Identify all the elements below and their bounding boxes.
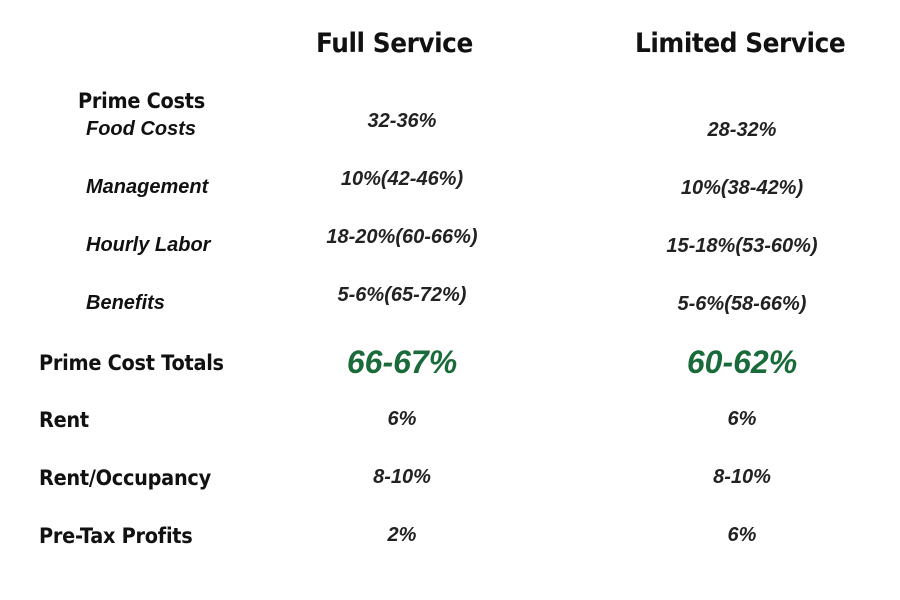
row-label-food-costs: Food Costs	[86, 118, 196, 140]
limited-service-hourly-labor: 15-18%(53-60%)	[666, 235, 818, 257]
full-service-pre-tax-profits: 2%	[387, 524, 417, 546]
row-label-hourly-labor: Hourly Labor	[86, 234, 211, 256]
full-service-total: 66-67%	[346, 344, 458, 380]
limited-service-pre-tax-profits: 6%	[727, 524, 757, 546]
limited-service-management: 10%(38-42%)	[680, 177, 804, 199]
row-label-benefits: Benefits	[86, 292, 165, 314]
limited-service-food-costs: 28-32%	[707, 119, 777, 141]
full-service-rent: 6%	[387, 408, 417, 430]
header-limited-service: Limited Service	[635, 28, 846, 59]
full-service-rent-occupancy: 8-10%	[373, 466, 431, 488]
prime-cost-totals-label: Prime Cost Totals	[39, 351, 224, 375]
row-label-management: Management	[86, 176, 209, 198]
limited-service-rent: 6%	[727, 408, 757, 430]
limited-service-rent-occupancy: 8-10%	[713, 466, 771, 488]
header-full-service: Full Service	[316, 28, 473, 59]
row-label-rent: Rent	[39, 408, 89, 432]
limited-service-benefits: 5-6%(58-66%)	[677, 293, 807, 315]
row-label-rent-occupancy: Rent/Occupancy	[39, 466, 211, 490]
row-label-pre-tax-profits: Pre-Tax Profits	[39, 524, 193, 548]
full-service-food-costs: 32-36%	[367, 110, 437, 132]
full-service-management: 10%(42-46%)	[340, 168, 464, 190]
full-service-benefits: 5-6%(65-72%)	[337, 284, 467, 306]
prime-costs-heading: Prime Costs	[78, 89, 205, 113]
full-service-hourly-labor: 18-20%(60-66%)	[326, 226, 478, 248]
limited-service-total: 60-62%	[686, 344, 798, 380]
